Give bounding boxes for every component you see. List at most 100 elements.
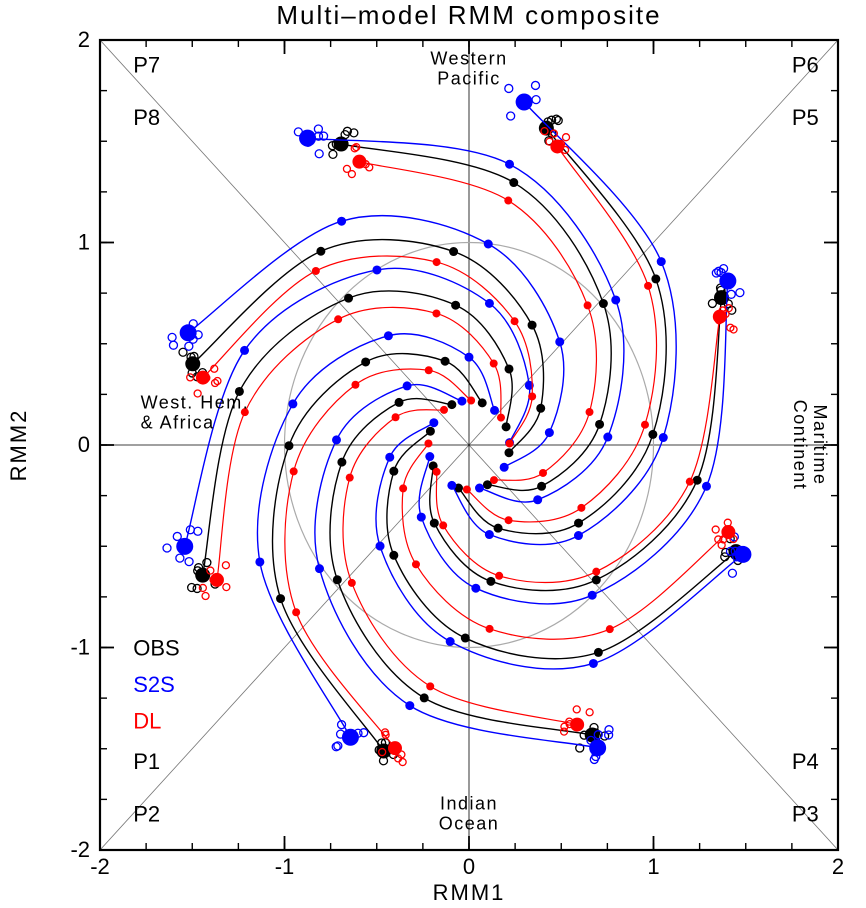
trajectory-dot	[433, 258, 441, 266]
y-tick-label: 1	[78, 230, 90, 255]
trajectory-dot	[702, 482, 711, 491]
trajectory-dot	[332, 435, 341, 444]
trajectory-dot	[555, 337, 564, 346]
trajectory-dot	[644, 282, 652, 290]
trajectory-dot	[490, 406, 499, 415]
trajectory-dot	[536, 404, 545, 413]
trajectory-dot	[312, 267, 320, 275]
trajectory-dot	[651, 274, 660, 283]
trajectory-dot	[500, 463, 509, 472]
y-tick-label: -1	[70, 635, 90, 660]
trajectory-dot	[385, 453, 394, 462]
trajectory-dot	[316, 247, 325, 256]
trajectory-dot	[467, 397, 475, 405]
trajectory-dot	[574, 519, 583, 528]
trajectory-dot	[439, 521, 447, 529]
phase-label: P2	[133, 802, 160, 827]
trajectory-dot	[648, 430, 657, 439]
trajectory-dot	[603, 433, 612, 442]
trajectory-dot	[388, 741, 402, 755]
trajectory-dot	[424, 439, 432, 447]
svg-text:& Africa: & Africa	[141, 413, 215, 433]
trajectory-dot	[457, 397, 466, 406]
trajectory-dot	[447, 481, 456, 490]
trajectory-dot	[465, 353, 474, 362]
trajectory-dot	[337, 458, 346, 467]
trajectory-dot	[586, 408, 594, 416]
trajectory-dot	[594, 648, 603, 657]
phase-label: P8	[133, 105, 160, 130]
trajectory-dot	[537, 482, 546, 491]
svg-text:Pacific: Pacific	[437, 68, 501, 88]
trajectory-dot	[389, 467, 398, 476]
trajectory-dot	[372, 265, 381, 274]
trajectory-dot	[595, 420, 604, 429]
trajectory-dot	[425, 452, 434, 461]
trajectory-dot	[240, 346, 249, 355]
legend-item: S2S	[133, 672, 175, 697]
trajectory-dot	[588, 591, 597, 600]
trajectory-dot	[420, 693, 429, 702]
trajectory-dot	[584, 301, 592, 309]
trajectory-dot	[405, 701, 414, 710]
y-tick-label: -2	[70, 837, 90, 862]
svg-text:Indian: Indian	[440, 794, 498, 814]
chart-title: Multi–model RMM composite	[276, 0, 661, 30]
trajectory-dot	[494, 524, 503, 533]
region-label: MaritimeContinent	[790, 400, 830, 491]
trajectory-dot	[539, 469, 547, 477]
region-label: WesternPacific	[430, 48, 507, 88]
trajectory-dot	[589, 659, 598, 668]
trajectory-dot	[334, 315, 342, 323]
phase-label: P3	[792, 802, 819, 827]
trajectory-dot	[509, 178, 518, 187]
trajectory-dot	[447, 400, 456, 409]
trajectory-dot	[403, 381, 412, 390]
trajectory-dot	[344, 294, 353, 303]
svg-text:Maritime: Maritime	[810, 404, 830, 485]
trajectory-dot	[495, 572, 503, 580]
trajectory-dot	[719, 272, 736, 289]
trajectory-dot	[471, 584, 480, 593]
trajectory-dot	[426, 682, 434, 690]
trajectory-dot	[478, 398, 487, 407]
legend-item: DL	[133, 709, 161, 734]
trajectory-dot	[392, 413, 400, 421]
legend-item: OBS	[133, 636, 179, 661]
trajectory-dot	[395, 398, 404, 407]
trajectory-dot	[361, 357, 370, 366]
trajectory-dot	[486, 577, 495, 586]
trajectory-dot	[290, 467, 298, 475]
trajectory-dot	[485, 299, 494, 308]
trajectory-dot	[430, 519, 439, 528]
trajectory-dot	[589, 739, 606, 756]
trajectory-dot	[592, 568, 600, 576]
x-tick-label: 1	[647, 854, 659, 879]
trajectory-dot	[463, 485, 471, 493]
trajectory-dot	[399, 484, 407, 492]
region-label: IndianOcean	[439, 794, 500, 834]
svg-text:Western: Western	[430, 48, 507, 68]
svg-text:West. Hem.: West. Hem.	[141, 393, 250, 413]
trajectory-dot	[721, 525, 735, 539]
trajectory-dot	[686, 478, 694, 486]
trajectory-dot	[490, 476, 498, 484]
trajectory-dot	[376, 542, 385, 551]
phase-label: P7	[133, 52, 160, 77]
trajectory-dot	[484, 240, 493, 249]
trajectory-dot	[659, 433, 668, 442]
trajectory-dot	[486, 625, 494, 633]
trajectory-dot	[475, 484, 484, 493]
trajectory-dot	[511, 317, 519, 325]
svg-text:Ocean: Ocean	[439, 814, 500, 834]
x-tick-label: 2	[832, 854, 844, 879]
trajectory-dot	[506, 439, 514, 447]
trajectory-dot	[577, 504, 585, 512]
trajectory-dot	[502, 422, 511, 431]
trajectory-dot	[505, 516, 513, 524]
trajectory-dot	[446, 637, 455, 646]
trajectory-dot	[417, 513, 426, 522]
trajectory-dot	[440, 406, 448, 414]
chart-container: { "canvas": { "width": 866, "height": 90…	[0, 0, 866, 908]
trajectory-dot	[528, 392, 536, 400]
